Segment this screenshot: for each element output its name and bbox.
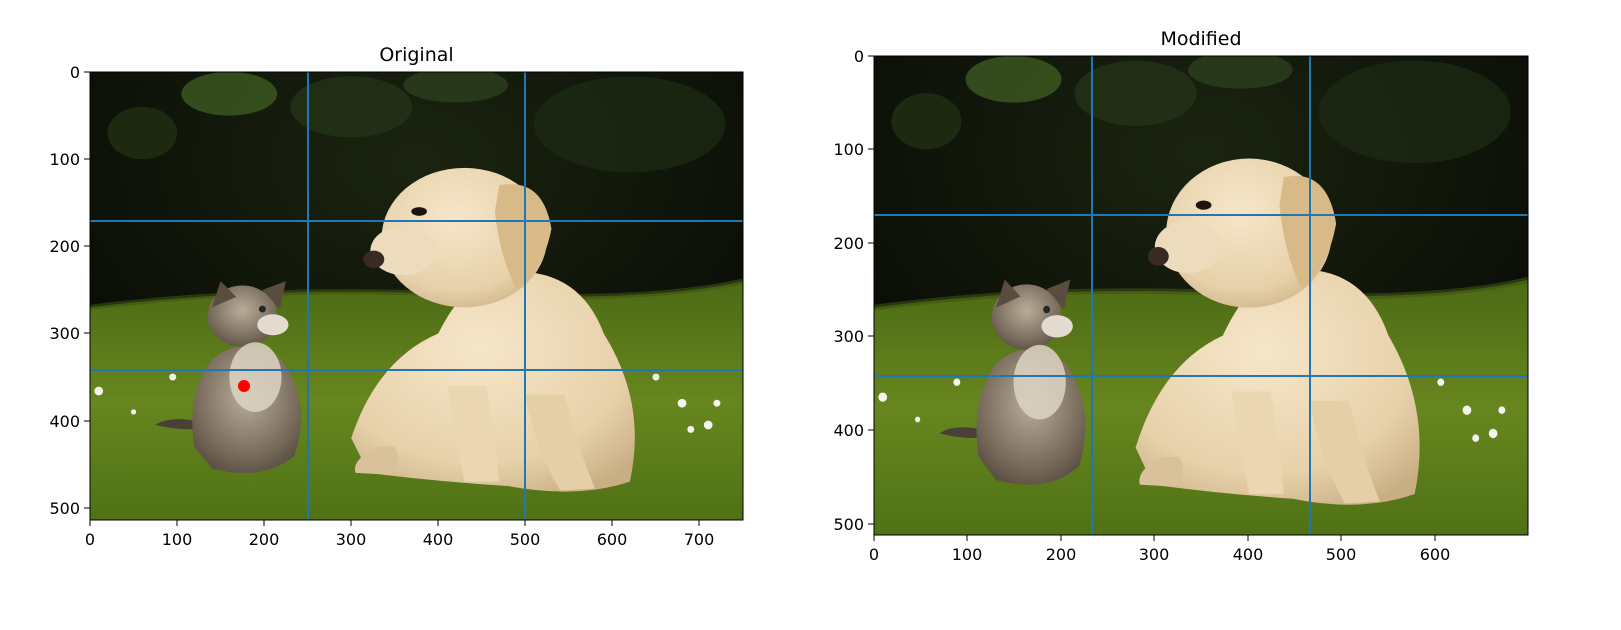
y-tick-label: 0 <box>854 47 864 66</box>
x-tick-label: 500 <box>510 530 541 549</box>
panel-original: Original 0 100 200 300 400 <box>49 44 744 549</box>
gridlines <box>874 56 1528 535</box>
y-axis <box>84 71 90 509</box>
x-axis <box>89 520 700 526</box>
panel-modified: Modified 0 100 200 300 400 500 <box>833 28 1529 564</box>
x-axis <box>873 535 1436 541</box>
x-tick-label: 200 <box>1046 545 1077 564</box>
photo-modified <box>874 51 1528 535</box>
axes-frame <box>873 55 1529 536</box>
x-tick-label: 0 <box>869 545 879 564</box>
x-tick-label: 200 <box>249 530 280 549</box>
x-tick-label: 100 <box>162 530 193 549</box>
y-tick-label: 400 <box>833 421 864 440</box>
x-tick-label: 300 <box>1139 545 1170 564</box>
y-tick-label: 500 <box>833 515 864 534</box>
x-tick-label: 100 <box>952 545 983 564</box>
axes-frame <box>89 71 744 521</box>
x-tick-label: 600 <box>597 530 628 549</box>
x-tick-label: 0 <box>85 530 95 549</box>
y-tick-label: 0 <box>70 63 80 82</box>
gridlines <box>90 72 743 520</box>
y-tick-label: 100 <box>833 140 864 159</box>
x-tick-label: 400 <box>1233 545 1264 564</box>
x-tick-label: 600 <box>1420 545 1451 564</box>
panel-title: Original <box>379 44 453 66</box>
x-tick-label: 400 <box>423 530 454 549</box>
x-tick-label: 500 <box>1326 545 1357 564</box>
y-tick-label: 500 <box>49 499 80 518</box>
y-tick-label: 400 <box>49 412 80 431</box>
y-tick-label: 300 <box>833 327 864 346</box>
photo-original <box>90 68 743 520</box>
panel-title: Modified <box>1160 28 1241 50</box>
y-tick-label: 200 <box>833 234 864 253</box>
y-tick-label: 200 <box>49 237 80 256</box>
y-tick-label: 100 <box>49 150 80 169</box>
x-tick-label: 300 <box>336 530 367 549</box>
y-tick-label: 300 <box>49 324 80 343</box>
x-tick-label: 700 <box>684 530 715 549</box>
red-marker <box>238 380 250 392</box>
y-axis <box>868 55 874 525</box>
